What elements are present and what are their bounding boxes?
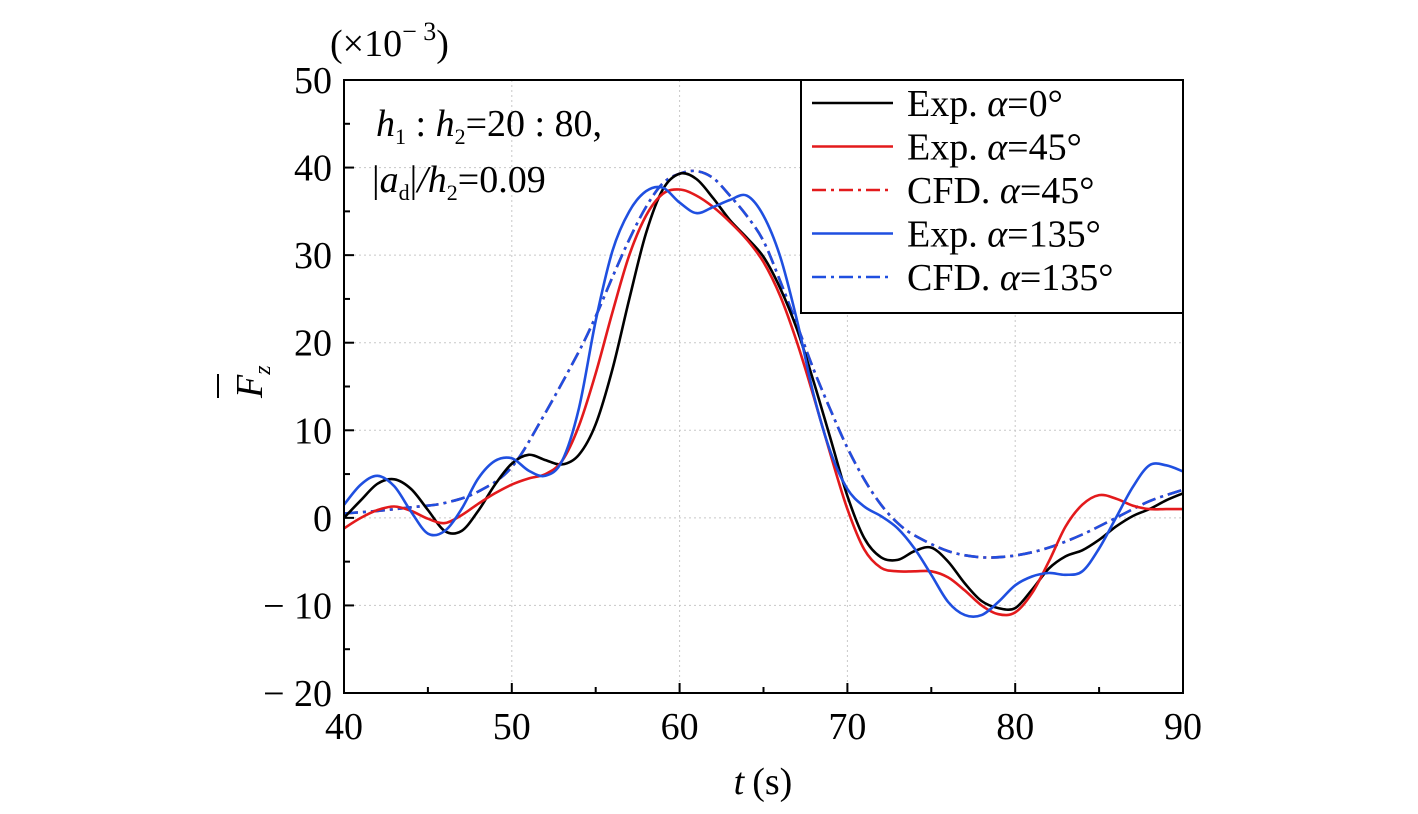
legend-label-4: CFD. α=135° bbox=[907, 257, 1114, 299]
annotation-h2: h bbox=[436, 103, 455, 145]
legend-label-prefix: Exp. bbox=[907, 127, 987, 169]
legend-label-var: α bbox=[987, 214, 1008, 256]
legend-label-suffix: =135° bbox=[1020, 257, 1114, 299]
legend-label-0: Exp. α=0° bbox=[907, 83, 1063, 125]
legend: Exp. α=0°Exp. α=45°CFD. α=45°Exp. α=135°… bbox=[800, 79, 1184, 314]
x-axis-label-var: t bbox=[734, 761, 746, 803]
legend-label-suffix: =0° bbox=[1007, 83, 1063, 125]
x-tick-label: 90 bbox=[1164, 706, 1202, 748]
annotation-h2-sub-2: 2 bbox=[447, 180, 458, 205]
y-tick-label: 10 bbox=[294, 410, 332, 452]
legend-label-prefix: Exp. bbox=[907, 214, 987, 256]
annotation-ratio-2: =0.09 bbox=[458, 159, 546, 201]
legend-label-prefix: Exp. bbox=[907, 83, 987, 125]
legend-label-var: α bbox=[987, 127, 1008, 169]
annotation-a: a bbox=[380, 159, 399, 201]
legend-label-1: Exp. α=45° bbox=[907, 127, 1082, 169]
series-layer bbox=[342, 169, 1184, 619]
x-tick-label: 40 bbox=[325, 706, 363, 748]
annotation-line-1: h1 : h2=20 : 80, bbox=[376, 103, 602, 149]
y-tick-label: − 20 bbox=[263, 673, 332, 715]
series-line-1 bbox=[343, 188, 1183, 617]
y-tick-label: 0 bbox=[313, 498, 332, 540]
annotation-sep: : bbox=[406, 103, 436, 145]
annotation-bar-close: | bbox=[410, 159, 418, 201]
y-tick-label: 30 bbox=[294, 235, 332, 277]
annotation-h1-sub: 1 bbox=[395, 124, 406, 149]
legend-label-prefix: CFD. bbox=[907, 257, 1000, 299]
grid-lines bbox=[344, 80, 1183, 693]
legend-label-var: α bbox=[987, 83, 1008, 125]
legend-box bbox=[800, 79, 1184, 314]
y-axis-label-sub: z bbox=[250, 365, 276, 376]
y-tick-label: 40 bbox=[294, 148, 332, 190]
y-tick-label: 20 bbox=[294, 323, 332, 365]
y-multiplier-close: ) bbox=[436, 23, 449, 65]
legend-label-3: Exp. α=135° bbox=[907, 214, 1101, 256]
y-multiplier-exponent: − 3 bbox=[402, 17, 436, 46]
legend-label-prefix: CFD. bbox=[907, 170, 1000, 212]
annotation-line-2: |ad|/h2=0.09 bbox=[372, 159, 546, 205]
annotation-slash-h: /h bbox=[415, 159, 447, 201]
legend-label-2: CFD. α=45° bbox=[907, 170, 1095, 212]
y-multiplier-base: (×10 bbox=[330, 23, 402, 65]
annotation-h1: h bbox=[376, 103, 395, 145]
x-axis-label-unit: (s) bbox=[752, 761, 792, 803]
annotation-a-sub: d bbox=[399, 180, 410, 205]
legend-label-suffix: =135° bbox=[1007, 214, 1101, 256]
y-axis-label: Fz bbox=[217, 365, 276, 399]
y-tick-label: 50 bbox=[294, 60, 332, 102]
legend-label-var: α bbox=[1000, 257, 1021, 299]
axis-ticks: 40 50 60 70 80 90 − 20 − 10 0 10 20 30 40 50 bbox=[263, 60, 1202, 748]
x-tick-label: 60 bbox=[661, 706, 699, 748]
svg-text:Fz: Fz bbox=[229, 365, 276, 399]
y-tick-label: − 10 bbox=[263, 585, 332, 627]
annotation-bar-open: | bbox=[372, 159, 380, 201]
annotation-h2-sub: 2 bbox=[455, 124, 466, 149]
legend-label-var: α bbox=[1000, 170, 1021, 212]
y-multiplier: (×10− 3) bbox=[330, 17, 449, 65]
x-tick-label: 80 bbox=[996, 706, 1034, 748]
legend-label-suffix: =45° bbox=[1020, 170, 1095, 212]
annotation-ratio: =20 : 80, bbox=[466, 103, 603, 145]
x-axis-label: t (s) bbox=[734, 761, 793, 803]
x-tick-label: 70 bbox=[828, 706, 866, 748]
series-line-3 bbox=[342, 185, 1184, 619]
y-axis-label-main: F bbox=[229, 374, 271, 399]
x-tick-label: 50 bbox=[493, 706, 531, 748]
legend-label-suffix: =45° bbox=[1007, 127, 1082, 169]
